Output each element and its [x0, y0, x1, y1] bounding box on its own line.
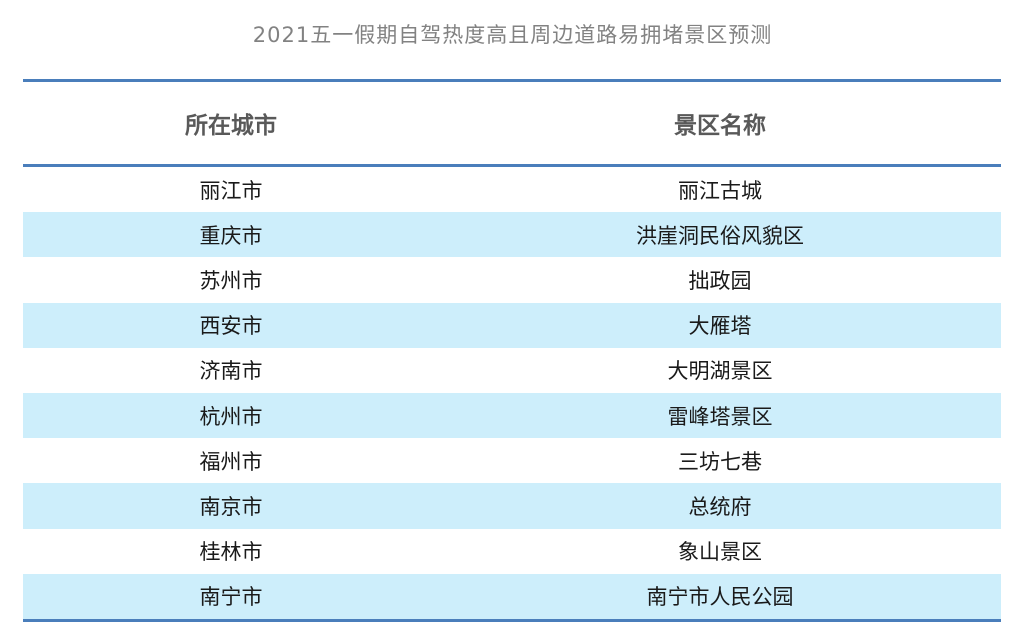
- table-row: 丽江市 丽江古城: [23, 167, 1001, 213]
- scenic-area-cell: 大明湖景区: [667, 359, 773, 384]
- city-cell: 桂林市: [199, 540, 263, 565]
- table-row: 桂林市 象山景区: [23, 528, 1001, 574]
- city-cell: 丽江市: [199, 178, 263, 203]
- scenic-area-cell: 三坊七巷: [678, 449, 762, 474]
- table-header-row: 所在城市 景区名称: [23, 82, 1001, 167]
- table-row: 南京市 总统府: [23, 483, 1001, 529]
- city-cell: 西安市: [199, 314, 263, 339]
- table-row: 西安市 大雁塔: [23, 302, 1001, 348]
- table-row: 重庆市 洪崖洞民俗风貌区: [23, 212, 1001, 258]
- page-title: 2021五一假期自驾热度高且周边道路易拥堵景区预测: [252, 23, 773, 47]
- column-header-city: 所在城市: [185, 113, 277, 139]
- scenic-area-cell: 雷峰塔景区: [667, 404, 773, 429]
- scenic-area-cell: 总统府: [688, 494, 752, 519]
- city-cell: 杭州市: [199, 404, 263, 429]
- scenic-area-cell: 洪崖洞民俗风貌区: [636, 223, 804, 248]
- table-row: 杭州市 雷峰塔景区: [23, 392, 1001, 439]
- table-row: 苏州市 拙政园: [23, 257, 1001, 303]
- city-cell: 重庆市: [199, 223, 263, 248]
- table-row: 南宁市 南宁市人民公园: [23, 573, 1001, 619]
- city-cell: 福州市: [199, 449, 263, 474]
- column-header-scenic-area: 景区名称: [674, 113, 766, 139]
- table-row: 福州市 三坊七巷: [23, 438, 1001, 484]
- scenic-area-cell: 丽江古城: [678, 178, 762, 203]
- table-row: 济南市 大明湖景区: [23, 347, 1001, 393]
- scenic-area-cell: 南宁市人民公园: [646, 585, 794, 610]
- scenic-area-cell: 象山景区: [678, 540, 762, 565]
- city-cell: 济南市: [199, 359, 263, 384]
- city-cell: 南京市: [199, 494, 263, 519]
- congestion-forecast-table: 所在城市 景区名称 丽江市 丽江古城 重庆市 洪崖洞民俗风貌区 苏州市 拙政园 …: [23, 79, 1001, 622]
- scenic-area-cell: 大雁塔: [688, 314, 752, 339]
- city-cell: 南宁市: [199, 585, 263, 610]
- scenic-area-cell: 拙政园: [688, 268, 752, 293]
- city-cell: 苏州市: [199, 268, 263, 293]
